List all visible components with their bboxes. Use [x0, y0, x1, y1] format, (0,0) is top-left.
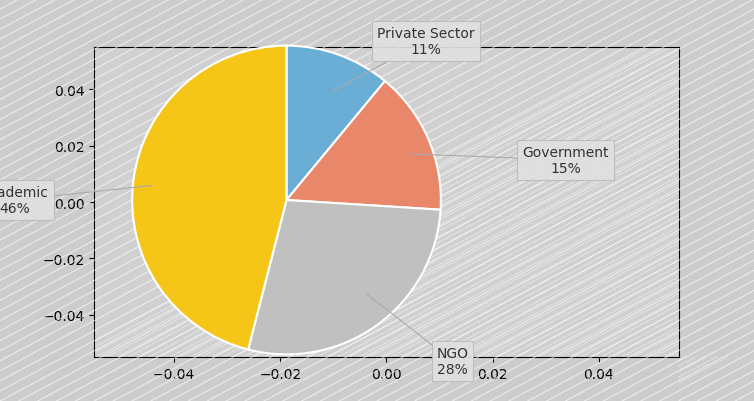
Wedge shape	[248, 200, 440, 354]
Text: Private Sector
11%: Private Sector 11%	[377, 27, 475, 57]
Text: Academic
46%: Academic 46%	[0, 185, 49, 216]
Wedge shape	[287, 82, 441, 210]
Text: NGO
28%: NGO 28%	[437, 346, 468, 376]
Wedge shape	[132, 47, 287, 350]
Text: Government
15%: Government 15%	[523, 145, 608, 176]
Wedge shape	[287, 47, 385, 200]
